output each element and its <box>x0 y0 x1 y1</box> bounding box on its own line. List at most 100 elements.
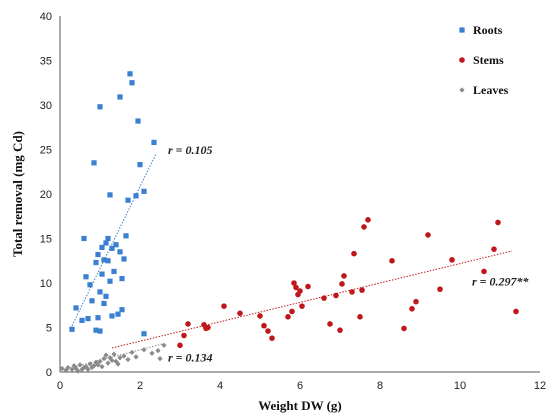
roots-trendline <box>71 153 157 326</box>
roots-point <box>129 80 135 86</box>
stems-point <box>185 321 191 327</box>
stems-point <box>339 281 345 287</box>
roots-point <box>109 313 115 319</box>
leaves-point <box>111 351 117 357</box>
roots-point <box>95 251 101 258</box>
stems-point <box>337 327 343 333</box>
stems-point <box>291 280 297 286</box>
legend-item-leaves: Leaves <box>459 83 509 97</box>
stems-point <box>495 219 501 226</box>
stems-point <box>481 268 487 275</box>
roots-point <box>99 244 105 250</box>
stems-point <box>333 292 339 299</box>
roots-point <box>107 192 113 198</box>
roots-point <box>141 188 147 194</box>
roots-point <box>119 275 125 282</box>
leaves-point <box>75 368 81 374</box>
y-tick-label: 30 <box>40 100 52 112</box>
stems-point <box>365 217 371 223</box>
roots-point <box>81 235 87 242</box>
leaves-point <box>117 355 123 361</box>
x-tick-label: 0 <box>57 380 63 392</box>
leaves-point <box>87 361 93 367</box>
y-tick-label: 5 <box>46 323 52 335</box>
roots-point <box>79 317 85 323</box>
roots-point <box>113 242 119 248</box>
stems-point <box>289 308 295 315</box>
roots-point <box>125 197 131 203</box>
leaves-point <box>71 363 77 369</box>
roots-point <box>89 298 95 304</box>
stems-trendline <box>111 250 513 349</box>
roots-point <box>105 258 111 264</box>
roots-point <box>121 256 127 262</box>
roots-point <box>87 282 93 288</box>
y-tick-label: 25 <box>40 145 52 157</box>
roots-point <box>93 259 99 266</box>
roots-series <box>69 71 157 337</box>
leaves-point <box>85 366 91 372</box>
roots-point <box>115 311 121 317</box>
roots-point <box>109 245 115 251</box>
legend-leaves-label: Leaves <box>473 83 509 97</box>
roots-point <box>105 235 111 242</box>
leaves-point <box>59 365 65 372</box>
roots-point <box>111 268 117 275</box>
y-tick-label: 40 <box>40 11 52 23</box>
stems-point <box>261 322 267 329</box>
roots-point <box>101 257 107 263</box>
roots-point <box>123 233 129 239</box>
roots-point <box>97 328 103 334</box>
x-tick-label: 4 <box>217 380 223 392</box>
stems-point <box>401 325 407 332</box>
roots-point <box>99 271 105 277</box>
leaves-point <box>79 366 85 372</box>
leaves-point <box>115 361 121 367</box>
stems-point <box>513 308 519 315</box>
tick-labels: 0 2 4 6 8 10 12 0 5 10 15 20 25 30 35 40 <box>40 11 546 392</box>
leaves-point <box>101 356 107 362</box>
y-tick-label: 20 <box>40 189 52 201</box>
stems-point <box>361 224 367 230</box>
leaves-point <box>105 360 111 366</box>
legend-roots-label: Roots <box>473 23 503 37</box>
x-tick-label: 2 <box>137 380 143 392</box>
y-tick-label: 10 <box>40 278 52 290</box>
y-tick-label: 0 <box>46 367 52 379</box>
leaves-point <box>95 362 101 368</box>
stems-point <box>449 257 455 263</box>
roots-point <box>141 331 147 337</box>
stems-series <box>177 217 519 349</box>
stems-point <box>327 321 333 327</box>
roots-point <box>91 160 97 166</box>
leaves-point <box>107 355 113 361</box>
roots-point <box>135 118 141 124</box>
stems-point <box>297 288 303 294</box>
stems-point <box>425 232 431 238</box>
stems-point <box>237 310 243 317</box>
legend-item-roots: Roots <box>459 23 503 37</box>
stems-point <box>181 332 187 339</box>
leaves-point <box>81 364 87 371</box>
roots-point <box>137 162 143 168</box>
x-axis-title: Weight DW (g) <box>258 398 342 413</box>
roots-point <box>97 289 103 295</box>
stems-point <box>491 246 497 252</box>
x-tick-label: 10 <box>454 380 466 392</box>
stems-point <box>437 286 443 293</box>
leaves-point <box>83 364 89 370</box>
leaves-point <box>133 354 139 360</box>
stems-point <box>389 257 395 264</box>
stems-point <box>265 328 271 334</box>
stems-point <box>269 335 275 341</box>
roots-point <box>97 104 103 110</box>
stems-point <box>293 284 299 291</box>
legend-stems-label: Stems <box>473 53 504 67</box>
x-tick-label: 12 <box>534 380 546 392</box>
stems-point <box>413 298 419 305</box>
stems-point <box>257 313 263 319</box>
leaves-r-annotation: r = 0.134 <box>168 350 213 364</box>
stems-point <box>351 250 357 257</box>
leaves-point <box>89 364 95 371</box>
